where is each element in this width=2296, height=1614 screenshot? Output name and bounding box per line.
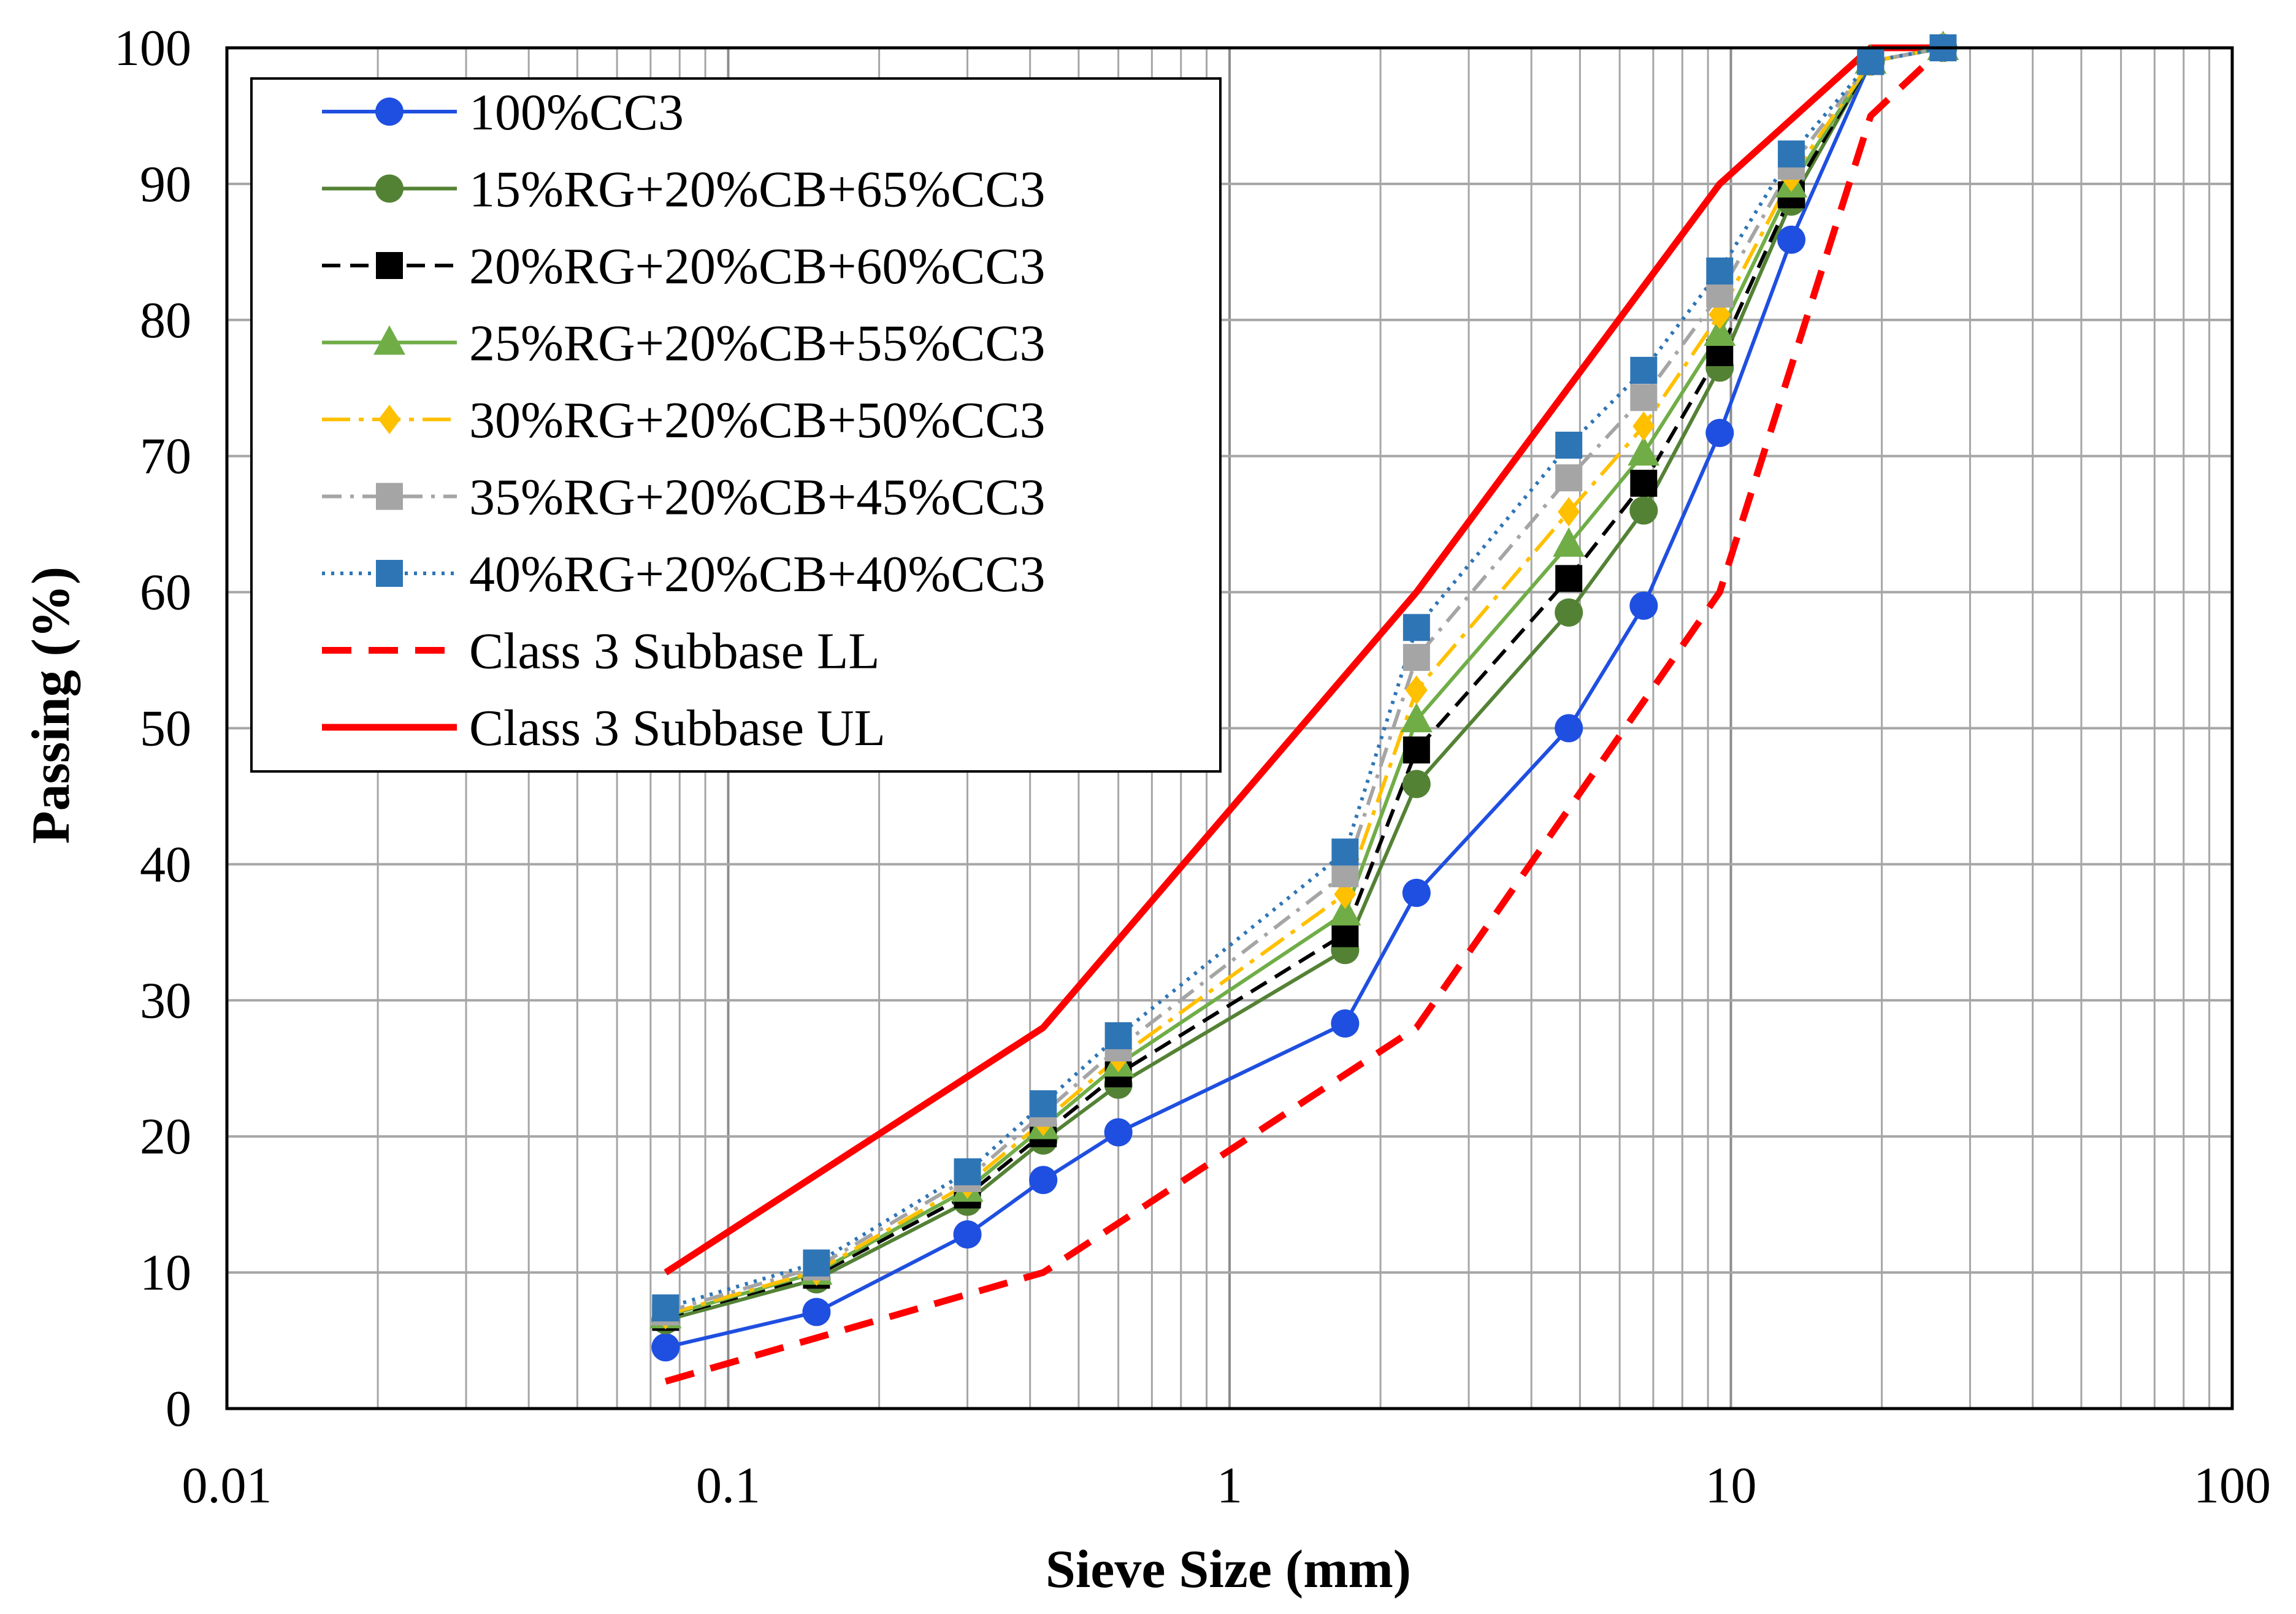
data-point xyxy=(1331,838,1359,866)
data-point xyxy=(1030,1090,1057,1117)
data-point xyxy=(1555,565,1583,592)
data-point xyxy=(1629,591,1658,620)
legend-label: 100%CC3 xyxy=(469,84,684,141)
data-point xyxy=(1628,436,1660,466)
data-point xyxy=(1402,614,1430,641)
data-point xyxy=(1402,644,1430,671)
x-axis-title: Sieve Size (mm) xyxy=(1046,1540,1411,1599)
data-point xyxy=(1704,316,1736,346)
x-tick-label: 0.01 xyxy=(182,1457,272,1514)
data-point xyxy=(1104,1022,1132,1049)
legend-label: Class 3 Subbase LL xyxy=(469,623,880,680)
data-point xyxy=(953,1220,982,1249)
data-point xyxy=(1104,1118,1133,1147)
data-point xyxy=(803,1249,830,1277)
y-tick-label: 50 xyxy=(140,700,191,757)
x-tick-label: 100 xyxy=(2194,1457,2271,1514)
plot-frame xyxy=(225,46,2234,1410)
series-line-class-3-subbase-ll xyxy=(664,45,1946,1385)
legend-marker xyxy=(376,483,403,510)
legend-marker xyxy=(378,405,400,434)
legend-label: 30%RG+20%CB+50%CC3 xyxy=(469,392,1045,449)
data-point xyxy=(1029,1166,1058,1195)
y-tick-label: 70 xyxy=(140,428,191,485)
data-point xyxy=(954,1158,981,1185)
legend-marker xyxy=(375,98,404,126)
data-point xyxy=(1705,418,1734,447)
data-point xyxy=(1402,736,1430,764)
y-tick-label: 0 xyxy=(166,1380,191,1437)
y-axis-title: Passing (%) xyxy=(21,567,81,844)
data-point xyxy=(1857,48,1885,75)
data-point xyxy=(1402,878,1431,907)
data-point xyxy=(1555,714,1583,743)
data-point xyxy=(1331,1009,1360,1038)
data-point xyxy=(651,1333,680,1362)
data-point xyxy=(1778,140,1805,168)
data-point xyxy=(802,1298,831,1326)
legend-marker xyxy=(376,252,403,279)
data-point xyxy=(1553,527,1585,557)
y-tick-label: 10 xyxy=(140,1244,191,1301)
legend-label: 25%RG+20%CB+55%CC3 xyxy=(469,315,1045,372)
x-tick-label: 10 xyxy=(1705,1457,1757,1514)
data-point xyxy=(652,1294,679,1321)
data-point xyxy=(1329,896,1361,926)
y-tick-label: 40 xyxy=(140,836,191,893)
data-point xyxy=(1630,356,1658,384)
data-point xyxy=(1555,598,1583,627)
legend-marker xyxy=(375,174,404,203)
legend-box xyxy=(250,77,1222,773)
legend-label: 35%RG+20%CB+45%CC3 xyxy=(469,469,1045,526)
y-tick-label: 30 xyxy=(140,972,191,1029)
y-tick-label: 60 xyxy=(140,564,191,621)
data-point xyxy=(1555,464,1583,492)
data-point xyxy=(1400,703,1433,733)
legend-marker xyxy=(376,560,403,587)
data-point xyxy=(1632,411,1655,441)
data-point xyxy=(1405,675,1428,705)
x-tick-label: 0.1 xyxy=(696,1457,760,1514)
legend-marker xyxy=(373,325,405,355)
data-point xyxy=(1558,497,1580,527)
y-tick-label: 90 xyxy=(140,156,191,213)
legend-label: 40%RG+20%CB+40%CC3 xyxy=(469,546,1045,603)
legend: 100%CC3 15%RG+20%CB+65%CC3 20%RG+20%CB+60%… xyxy=(250,77,1222,773)
y-tick-label: 80 xyxy=(140,292,191,349)
data-point xyxy=(1777,225,1806,254)
y-tick-label: 100 xyxy=(114,20,191,77)
data-point xyxy=(1402,770,1431,798)
y-tick-label: 20 xyxy=(140,1108,191,1165)
x-tick-label: 1 xyxy=(1217,1457,1242,1514)
data-point xyxy=(1555,431,1583,459)
data-point xyxy=(1629,496,1658,525)
plot-area xyxy=(649,31,1959,1385)
legend-label: 20%RG+20%CB+60%CC3 xyxy=(469,238,1045,295)
data-point xyxy=(1706,257,1734,285)
data-point xyxy=(1630,384,1658,411)
legend-label: 15%RG+20%CB+65%CC3 xyxy=(469,161,1045,218)
legend-label: Class 3 Subbase UL xyxy=(469,700,886,757)
data-point xyxy=(1706,280,1734,308)
data-point xyxy=(1630,470,1658,497)
axes: 0 10 20 30 40 50 60 70 80 90 100 0.01 0.1 1 10 100 xyxy=(114,20,2271,1514)
